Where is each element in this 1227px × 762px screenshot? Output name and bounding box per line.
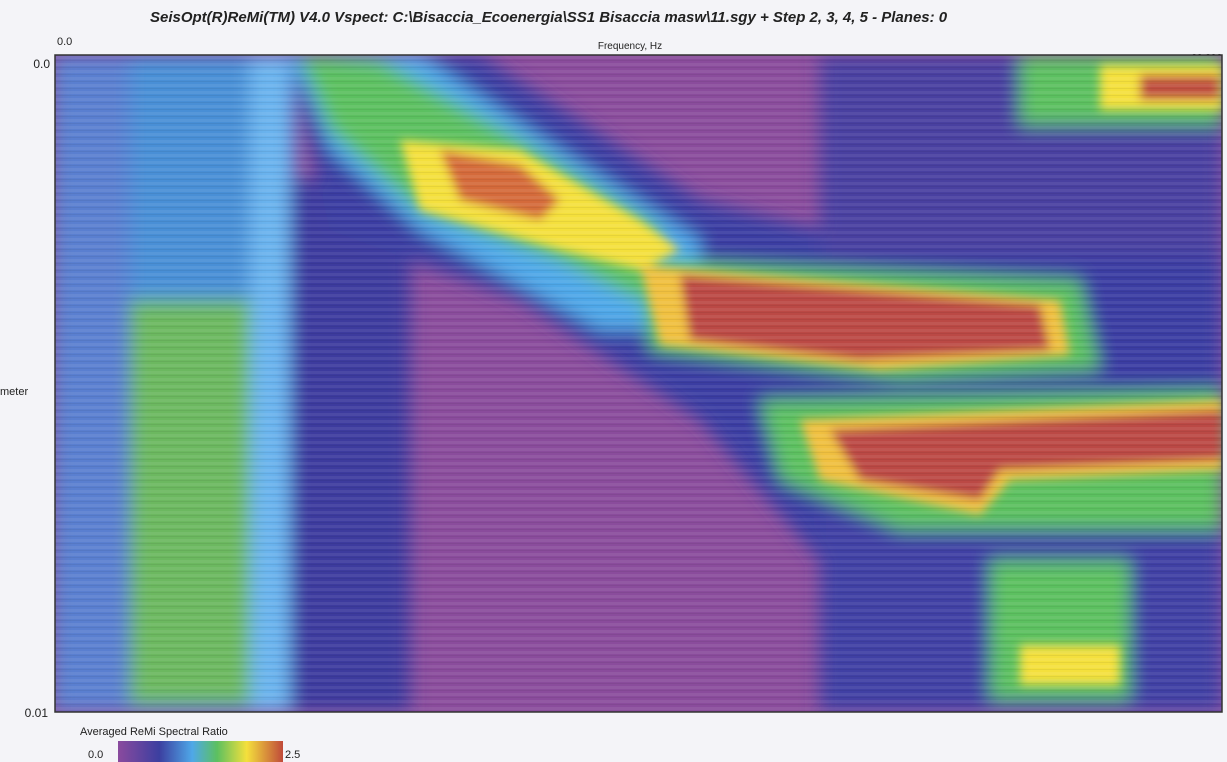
- spectrogram: [55, 55, 1222, 712]
- colorbar: [118, 741, 283, 762]
- y-end-label: 0.01: [25, 706, 49, 720]
- x-start-label: 0.0: [57, 36, 72, 48]
- y-axis-label: meter: [0, 386, 28, 398]
- x-axis-label: Frequency, Hz: [598, 41, 662, 52]
- window-title: SeisOpt(R)ReMi(TM) V4.0 Vspect: C:\Bisac…: [150, 9, 948, 26]
- screen: SeisOpt(R)ReMi(TM) V4.0 Vspect: C:\Bisac…: [0, 0, 1227, 762]
- colorbar-title: Averaged ReMi Spectral Ratio: [80, 726, 228, 738]
- colorbar-max: 2.5: [285, 749, 300, 761]
- y-start-label: 0.0: [33, 57, 50, 71]
- spectral-plot: SeisOpt(R)ReMi(TM) V4.0 Vspect: C:\Bisac…: [0, 0, 1227, 762]
- colorbar-min: 0.0: [88, 749, 103, 761]
